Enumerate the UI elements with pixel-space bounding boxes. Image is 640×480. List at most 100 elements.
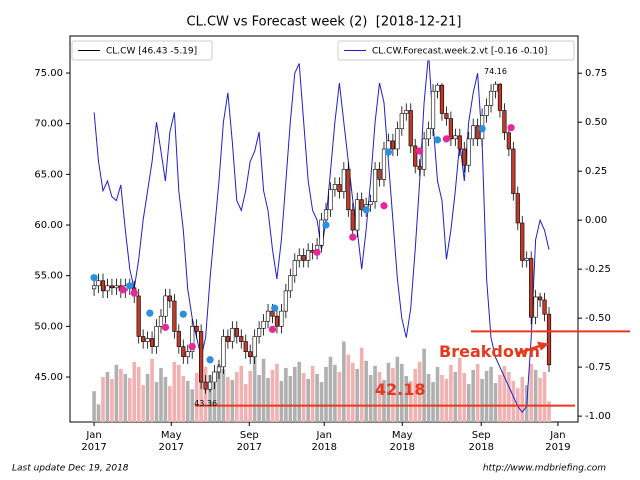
candle-body — [185, 351, 190, 358]
signal-dot — [188, 343, 196, 351]
volume-bar — [355, 368, 360, 422]
candle-body — [274, 315, 280, 327]
candle-body — [252, 336, 257, 358]
candle-body — [292, 260, 297, 276]
volume-bar — [261, 358, 266, 422]
candle-body — [158, 315, 164, 327]
candle-body — [176, 331, 181, 347]
y2-tick-label: 0.75 — [585, 68, 607, 79]
annotation: 43.36 — [194, 399, 217, 408]
volume-bar — [168, 386, 172, 422]
candle-body — [439, 84, 445, 114]
candle-body — [546, 313, 552, 366]
candle-body — [332, 184, 338, 190]
volume-bar — [306, 379, 310, 422]
volume-bar — [333, 364, 337, 422]
volume-bar — [217, 363, 221, 422]
volume-bar — [364, 360, 368, 422]
candle-body — [341, 168, 346, 192]
volume-bar — [458, 357, 462, 422]
x-tick-label: Jan — [549, 430, 565, 441]
candle-body — [395, 128, 400, 150]
candle-body — [265, 310, 271, 322]
candle-body — [243, 341, 248, 352]
volume-bar — [426, 373, 431, 422]
volume-bar — [190, 389, 195, 422]
candle-body — [529, 258, 534, 318]
volume-bar — [248, 370, 252, 422]
callout-text: Breakdown — [439, 342, 540, 361]
y2-tick-label: 0.00 — [585, 215, 607, 226]
y-tick-label: 70.00 — [34, 119, 63, 130]
volume-bar — [292, 366, 297, 422]
candle-body — [301, 255, 306, 261]
candle-body — [167, 295, 173, 302]
x-tick-label: 2017 — [81, 442, 106, 453]
volume-bar — [212, 383, 217, 422]
volume-bar — [315, 373, 319, 422]
y2-tick-label: 0.25 — [585, 166, 607, 177]
volume-bar — [110, 379, 114, 422]
y-tick-label: 75.00 — [34, 68, 63, 79]
volume-bar — [422, 348, 426, 422]
candle-body — [404, 110, 409, 114]
signal-dot — [146, 309, 154, 317]
signal-dot — [384, 148, 393, 156]
candle-body — [457, 135, 462, 150]
volume-bar — [404, 375, 409, 422]
candle-body — [417, 165, 422, 170]
level-label: 42.18 — [375, 380, 426, 399]
volume-bar — [431, 382, 435, 422]
candle-body — [149, 338, 155, 347]
candle-body — [413, 145, 418, 167]
signal-dot — [268, 325, 277, 333]
candle-body — [533, 296, 538, 318]
candle-body — [172, 300, 177, 332]
candle-body — [216, 366, 222, 373]
signal-dot — [507, 124, 515, 132]
volume-bar — [502, 365, 507, 422]
volume-bar — [484, 370, 489, 422]
volume-bar — [507, 371, 511, 422]
candle-body — [444, 113, 449, 119]
volume-bar — [226, 377, 230, 422]
signal-dot — [90, 274, 98, 282]
signal-dot — [179, 310, 187, 318]
candle-body — [283, 290, 288, 312]
candle-body — [261, 320, 266, 329]
candle-body — [91, 285, 97, 290]
y2-tick-label: -0.75 — [585, 362, 611, 373]
signal-dot — [349, 233, 357, 241]
y2-tick-label: -0.50 — [585, 313, 611, 324]
volume-bar — [266, 378, 270, 422]
candle-body — [515, 193, 520, 224]
volume-bar — [475, 363, 480, 422]
volume-bar — [480, 379, 484, 422]
volume-bar — [547, 401, 551, 422]
volume-bar — [275, 363, 279, 422]
candle-body — [239, 336, 244, 342]
volume-bar — [493, 383, 498, 422]
volume-bar — [279, 381, 284, 422]
volume-bar — [150, 358, 154, 422]
signal-dot — [271, 304, 279, 312]
candle-body — [386, 140, 391, 150]
volume-bar — [489, 366, 493, 422]
legend-label: CL.CW.Forecast.week.2.vt [-0.16 -0.10] — [372, 47, 547, 57]
candle-body — [493, 83, 498, 92]
signal-dot — [478, 125, 486, 133]
volume-bar — [529, 363, 533, 422]
volume-bar — [471, 369, 475, 422]
candle-body — [524, 258, 529, 261]
x-tick-label: 2018 — [468, 442, 493, 453]
volume-bar — [208, 374, 212, 422]
volume-bar — [400, 363, 404, 422]
signal-dot — [442, 135, 451, 143]
x-tick-label: 2018 — [390, 442, 415, 453]
candle-body — [422, 138, 427, 170]
signal-dot — [322, 221, 330, 229]
candle-body — [466, 138, 471, 166]
candle-body — [542, 299, 547, 315]
candle-body — [448, 118, 453, 140]
y2-tick-label: -1.00 — [585, 411, 611, 422]
